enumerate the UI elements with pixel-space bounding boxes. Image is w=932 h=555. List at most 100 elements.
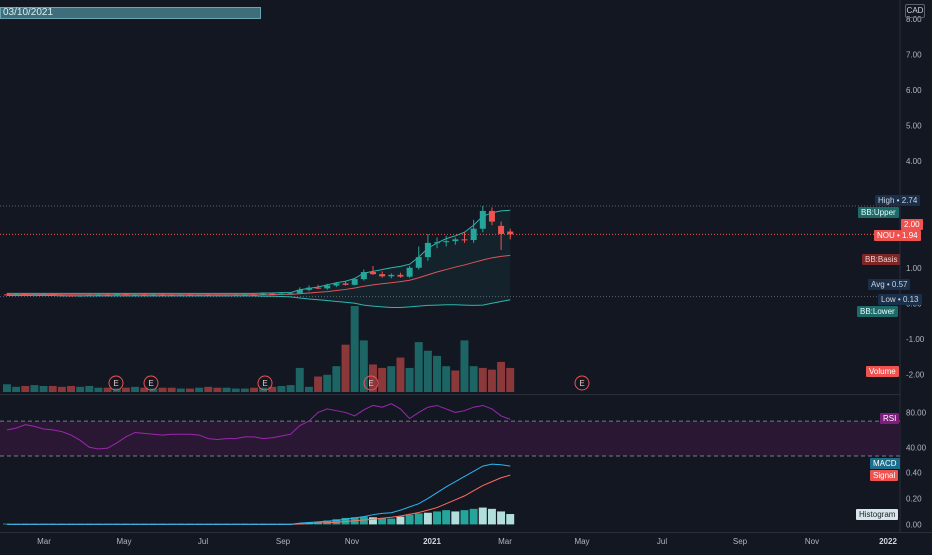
volume-bar (231, 388, 240, 392)
volume-bar (359, 340, 368, 392)
volume-bar (387, 366, 396, 392)
candle-body (177, 294, 184, 296)
histogram-bar (359, 516, 368, 525)
volume-bar (469, 366, 478, 392)
volume-bar (149, 388, 158, 392)
candle-body (104, 294, 111, 296)
time-axis-label: May (574, 537, 589, 546)
low-price-tag: Low • 0.13 (878, 294, 922, 305)
rsi-line (6, 403, 511, 450)
candle-body (22, 294, 29, 296)
candle-body (461, 239, 468, 241)
histogram-bar (414, 513, 423, 525)
currency-label[interactable]: CAD (905, 4, 925, 18)
volume-bar (85, 385, 94, 392)
histogram-bar (497, 511, 506, 525)
candle-body (77, 295, 84, 297)
candle-body (95, 294, 102, 296)
bb-lower-line (7, 294, 511, 309)
price-tick-label: -1.00 (906, 335, 925, 344)
rsi-tick-label: 80.00 (906, 408, 927, 417)
histogram-bar (423, 512, 432, 525)
candle-body (159, 294, 166, 296)
time-axis-label: Sep (276, 537, 291, 546)
candle-body (406, 267, 413, 277)
low-label: Low (881, 295, 896, 304)
candle-body (214, 295, 221, 297)
volume-bar (423, 350, 432, 392)
volume-bar (323, 374, 332, 392)
candle-body (241, 294, 248, 296)
candle-body (360, 272, 367, 280)
histogram-bar (506, 514, 515, 525)
volume-bar (158, 387, 167, 392)
candle-body (342, 283, 349, 285)
signal-tag: Signal (870, 470, 899, 481)
candle-body (150, 294, 157, 296)
price-tick-label: 5.00 (906, 122, 922, 131)
candle-body (223, 295, 230, 297)
time-axis-label: Jul (657, 537, 667, 546)
candle-body (168, 294, 175, 296)
volume-bar (240, 388, 249, 392)
volume-bar (186, 388, 194, 392)
volume-bar (478, 367, 487, 392)
earnings-marker-label: E (579, 379, 584, 388)
candle-body (4, 294, 10, 296)
candle-body (452, 239, 459, 242)
volume-bar (222, 387, 231, 392)
candle-body (296, 289, 303, 294)
price-tick-label: -2.00 (906, 370, 925, 379)
volume-bar (414, 342, 423, 392)
earnings-marker-label: E (368, 379, 373, 388)
candle-body (13, 294, 20, 296)
volume-bar (350, 306, 359, 392)
candle-body (196, 294, 203, 296)
price-tick-label: 4.00 (906, 157, 922, 166)
histogram-bar (387, 518, 396, 525)
volume-bar (460, 340, 469, 392)
histogram-bar (433, 511, 441, 525)
candle-body (58, 295, 65, 297)
volume-bar (451, 370, 460, 392)
histogram-bar (451, 511, 460, 525)
volume-bar (204, 386, 213, 392)
volume-bar (94, 387, 103, 392)
time-axis-label: 2021 (423, 537, 441, 546)
volume-bar (396, 357, 405, 392)
candle-body (388, 274, 395, 277)
candle-body (470, 228, 477, 241)
level-2-tag: 2.00 (901, 219, 923, 230)
candle-body (49, 294, 56, 296)
volume-bar (433, 355, 441, 392)
candle-body (278, 293, 285, 295)
histogram-bar (487, 508, 496, 525)
volume-bar (57, 386, 66, 392)
volume-bar (195, 387, 204, 392)
earnings-marker-label: E (113, 379, 118, 388)
low-value: 0.13 (902, 295, 919, 304)
volume-bar (314, 376, 323, 392)
earnings-marker (363, 375, 379, 391)
candle-body (232, 294, 239, 296)
candle-body (287, 293, 294, 295)
volume-bar (12, 386, 21, 392)
earnings-marker (574, 375, 590, 391)
bb-basis-tag: BB:Basis (862, 254, 901, 265)
volume-bar (405, 367, 414, 392)
time-axis-label: Nov (805, 537, 819, 546)
volume-tag: Volume (866, 366, 899, 377)
candle-body (370, 272, 376, 275)
macd-tick-label: 0.00 (906, 520, 922, 529)
volume-bar (167, 387, 176, 392)
volume-bar (3, 384, 11, 392)
price-tick-label: 7.00 (906, 51, 922, 60)
candle-body (424, 242, 431, 258)
candle-body (379, 274, 386, 277)
time-axis-label: Sep (733, 537, 748, 546)
avg-label: Avg (871, 280, 885, 289)
candle-body (415, 257, 422, 268)
volume-bar (295, 367, 304, 392)
